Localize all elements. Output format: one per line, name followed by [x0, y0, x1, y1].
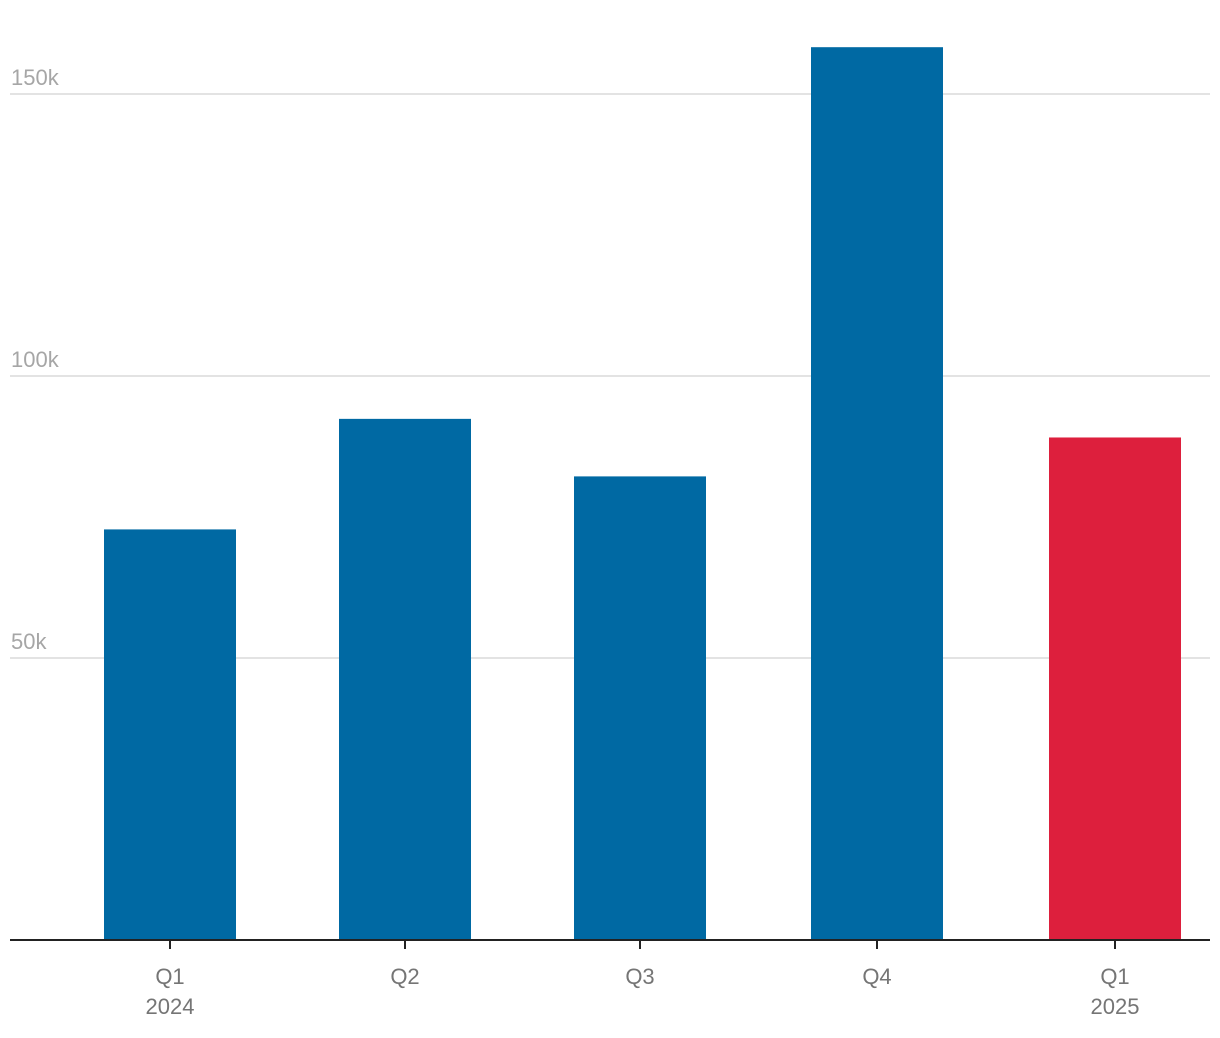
x-axis-labels: Q1 2024 Q2 Q3 Q4 Q1 2025: [146, 964, 1140, 1019]
gridlines: 50k 100k 150k: [10, 65, 1210, 659]
x-tick-label-quarter: Q1: [155, 964, 184, 989]
x-tick-label-year: 2025: [1091, 994, 1140, 1019]
x-tick-label-year: 2024: [146, 994, 195, 1019]
x-axis-ticks: [169, 940, 1116, 949]
x-tick-label-quarter: Q3: [625, 964, 654, 989]
y-tick-label: 150k: [11, 65, 60, 90]
x-tick-label-quarter: Q2: [390, 964, 419, 989]
bar-q2: [339, 418, 471, 940]
bars: [104, 47, 1181, 941]
bar-q1-2024: [104, 529, 236, 940]
bar-q4: [811, 47, 943, 941]
bar-q1-2025: [1049, 437, 1181, 940]
y-tick-label: 100k: [11, 347, 60, 372]
bar-q3: [574, 476, 706, 940]
y-tick-label: 50k: [11, 629, 47, 654]
x-tick-label-quarter: Q4: [862, 964, 891, 989]
x-tick-label-quarter: Q1: [1100, 964, 1129, 989]
